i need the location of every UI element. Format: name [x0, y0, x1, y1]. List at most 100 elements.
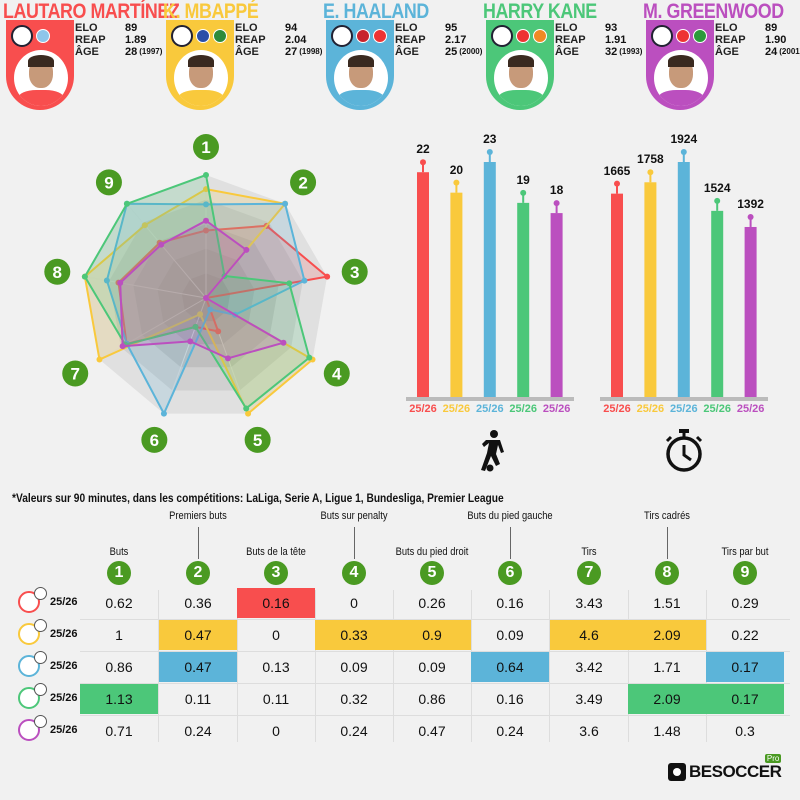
radar-axis-badge — [244, 426, 271, 453]
metric-number-badge: 2 — [186, 561, 210, 585]
table-cell: 0.16 — [237, 588, 315, 618]
player-name: K. MBAPPÉ — [163, 0, 259, 23]
shirt — [498, 90, 544, 106]
stat-row-age: ÂGE 25 (2000) — [395, 46, 482, 58]
table-cell: 0.71 — [105, 723, 133, 739]
birth-year: (2000) — [459, 47, 483, 56]
table-cell: 1 — [115, 627, 123, 643]
stat-label: REAP — [75, 34, 106, 46]
radar-axis-badge — [193, 134, 219, 160]
bar — [644, 182, 657, 397]
table-cell: 1.51 — [653, 595, 681, 611]
bar-pin-dot — [553, 200, 560, 207]
stat-row-elo: ELO 95 — [395, 22, 482, 34]
radar-axis-label: 7 — [70, 365, 79, 384]
bar-pin-dot — [680, 149, 687, 155]
bar — [417, 172, 429, 397]
table-cell: 0.22 — [731, 627, 759, 643]
metric-number-badge: 1 — [107, 561, 131, 585]
flag-icon — [516, 29, 530, 43]
column-divider — [393, 590, 394, 742]
bar-value-label: 1924 — [670, 132, 698, 146]
flag-icon — [693, 29, 707, 43]
radar-axis-badge — [95, 169, 122, 196]
table-cell: 0.16 — [496, 595, 524, 611]
stat-value: 2.17 — [445, 34, 467, 46]
metric-number-badge: 8 — [655, 561, 679, 585]
birth-year: (1997) — [139, 47, 163, 56]
bar-category-label: 25/26 — [509, 403, 537, 415]
metric-number-badge: 5 — [420, 561, 444, 585]
table-cell: 0.33 — [315, 620, 393, 650]
stat-row-age: ÂGE 27 (1998) — [235, 46, 322, 58]
table-cell: 1.71 — [653, 659, 681, 675]
bar-value-label: 23 — [483, 132, 497, 146]
bar-value-label: 1758 — [637, 152, 664, 167]
radar-point — [280, 339, 287, 346]
table-cell: 0.11 — [262, 691, 290, 707]
stat-label: ELO — [715, 22, 738, 34]
radar-axis — [126, 203, 207, 299]
marseille-crest-icon — [651, 25, 673, 47]
season-label: 25/26 — [50, 628, 78, 640]
stat-row-reap: REAP 2.04 — [235, 34, 322, 46]
metric-label: Buts du pied droit — [395, 546, 469, 558]
radar-point — [301, 277, 308, 284]
stat-value: 89 — [765, 22, 778, 34]
radar-point — [96, 356, 103, 363]
stat-value: 32 — [605, 46, 618, 58]
flag-icon — [533, 29, 547, 43]
radar-series-4 — [119, 219, 287, 360]
table-cell: 0.13 — [262, 659, 290, 675]
table-cell: 0.09 — [496, 627, 524, 643]
player-card — [6, 20, 74, 110]
bar-category-label: 25/26 — [736, 403, 765, 415]
flag-icon — [213, 29, 227, 43]
stopwatch-icon — [665, 429, 703, 472]
table-cell: 0 — [272, 723, 280, 739]
table-cell: 1.48 — [653, 723, 681, 739]
stat-row-reap: REAP 1.91 — [555, 34, 642, 46]
table-cell: 0 — [350, 595, 358, 611]
player-card — [646, 20, 714, 110]
stat-label: REAP — [715, 34, 746, 46]
stat-row-elo: ELO 93 — [555, 22, 642, 34]
bar-value-label: 18 — [549, 183, 564, 198]
player-card — [166, 20, 234, 110]
flag-icon — [196, 29, 210, 43]
table-cell: 0.24 — [340, 723, 368, 739]
radar-axis-badge — [141, 426, 168, 453]
bar-category-label: 25/26 — [476, 403, 504, 415]
besoccer-logo: BESOCCER Pro — [668, 754, 782, 782]
radar-point — [243, 405, 250, 412]
bar-value-label: 19 — [516, 172, 530, 187]
table-cell: 0.24 — [184, 723, 212, 739]
bar-pin-dot — [453, 179, 460, 186]
metric-number-badge: 4 — [342, 561, 366, 585]
radar-point — [197, 311, 204, 318]
bar — [677, 162, 690, 397]
bar-value-label: 1524 — [703, 180, 731, 195]
hair — [348, 55, 374, 67]
radar-axis-label: 9 — [104, 173, 113, 192]
player-stats: ELO 93 REAP 1.91 ÂGE 32 (1993) — [555, 22, 642, 58]
radar-axis-label: 1 — [201, 138, 210, 157]
bayern-crest-icon — [34, 683, 47, 696]
flag-icon — [356, 29, 370, 43]
man-city-crest-icon — [34, 651, 47, 664]
radar-axis-label: 2 — [298, 173, 307, 192]
shirt — [658, 90, 704, 106]
radar-axis-label: 5 — [253, 431, 262, 450]
bar-value-label: 22 — [416, 142, 430, 157]
stat-row-reap: REAP 2.17 — [395, 34, 482, 46]
stat-label: ELO — [395, 22, 418, 34]
radar-axis-label: 4 — [332, 365, 342, 384]
bar-category-label: 25/26 — [442, 403, 471, 415]
bar — [450, 192, 463, 397]
table-cell: 0.86 — [418, 691, 446, 707]
radar-point — [123, 200, 130, 207]
bar-value-label: 20 — [449, 162, 464, 177]
stat-value: 24 — [765, 46, 778, 58]
metric-connector-line — [667, 527, 668, 559]
bar-category-label: 25/26 — [409, 403, 437, 415]
